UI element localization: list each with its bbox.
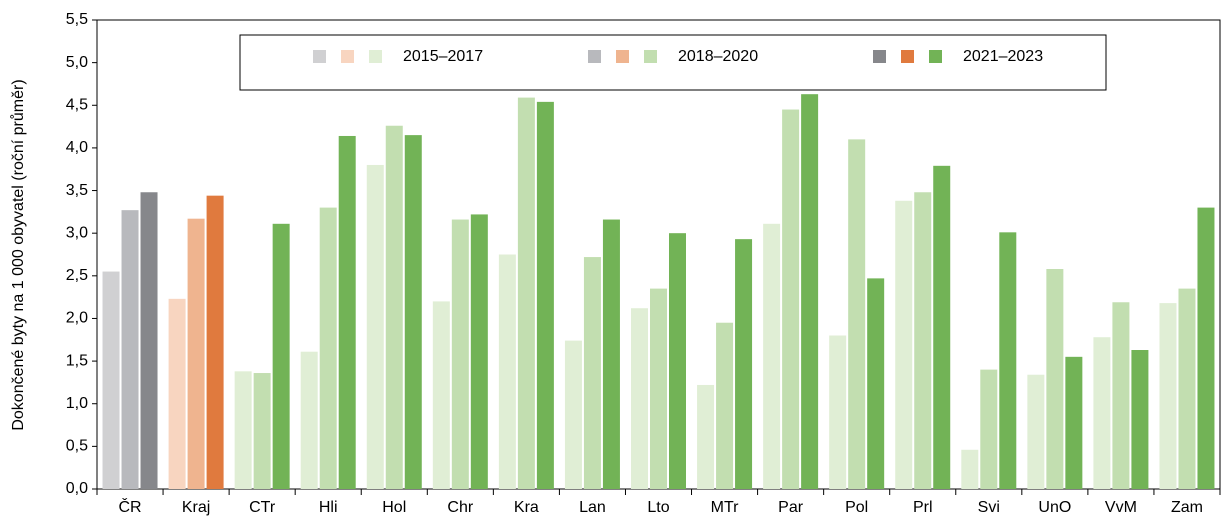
bar [933,165,951,490]
x-tick-label: Kra [514,499,539,516]
bar [602,219,620,489]
legend-swatch [929,50,942,63]
bar [980,369,998,489]
x-tick-label: ČR [118,497,141,516]
y-tick-label: 0,0 [66,480,88,497]
bar [961,449,979,489]
legend-label: 2018–2020 [678,48,758,65]
x-tick-label: Prl [913,499,933,516]
x-tick-label: UnO [1038,499,1071,516]
x-tick-label: Par [778,499,804,516]
bar [631,308,648,489]
bar [319,207,337,489]
legend-label: 2021–2023 [963,48,1043,65]
x-tick-label: Chr [447,499,473,516]
bar [253,373,271,489]
bar [385,125,403,489]
bar [1027,374,1045,489]
bar [234,371,252,489]
bar [1131,350,1149,489]
x-tick-label: CTr [249,499,276,516]
bar [338,135,356,490]
y-tick-label: 2,0 [66,310,88,327]
y-tick-label: 4,0 [66,139,88,156]
bar [1065,356,1083,489]
x-tick-label: Pol [845,499,868,516]
bar [669,233,686,489]
legend-box [239,34,1107,91]
bar [272,223,290,489]
bar [517,97,535,490]
bar [432,301,450,489]
y-tick-label: 3,5 [66,182,88,199]
bar [564,340,582,489]
bar [999,232,1017,489]
x-tick-label: MTr [711,499,740,516]
bar [1178,288,1196,489]
bar [187,218,205,489]
y-tick-label: 5,5 [66,11,88,28]
y-tick-label: 2,5 [66,267,88,284]
x-tick-label: Lto [647,499,669,516]
x-tick-label: Hli [319,499,338,516]
bar [1093,337,1111,489]
x-tick-label: Kraj [182,499,210,516]
bar [1159,303,1177,489]
y-tick-label: 1,5 [66,352,88,369]
legend-swatch [616,50,629,63]
y-tick-label: 0,5 [66,438,88,455]
bar [735,239,753,489]
legend-swatch [588,50,601,63]
bar [1112,302,1130,489]
bar [300,351,318,489]
bar [470,214,488,489]
legend-swatch [313,50,326,63]
x-tick-label: Lan [579,499,606,516]
legend-swatch [341,50,354,63]
bar [829,335,847,489]
bar [404,135,422,490]
y-tick-label: 5,0 [66,54,88,71]
bar [848,139,866,489]
bar [914,192,932,489]
bar [451,219,469,489]
bar [583,257,601,489]
bar [1046,268,1064,489]
bar [716,322,734,489]
bar [536,101,554,489]
bar [1197,207,1215,489]
bar [763,223,781,489]
bar [801,94,819,490]
bar [102,271,120,489]
bar [366,164,384,490]
bar [895,200,913,489]
x-tick-label: VvM [1105,499,1137,516]
legend-label: 2015–2017 [403,48,483,65]
bar [168,298,186,489]
y-axis-title: Dokončené byty na 1 000 obyvatel (roční … [9,79,27,430]
bar [650,288,667,489]
legend-swatch [901,50,914,63]
y-tick-label: 4,5 [66,96,88,113]
legend-swatch [369,50,382,63]
y-tick-label: 3,0 [66,224,88,241]
bar [697,384,715,489]
legend-swatch [873,50,886,63]
bar [498,254,516,489]
bar [782,109,800,489]
x-tick-label: Hol [382,499,406,516]
bar [140,192,158,489]
bar [206,195,224,490]
x-tick-label: Svi [978,499,1000,516]
legend-swatch [644,50,657,63]
bar [121,210,139,489]
bar [867,278,885,489]
y-tick-label: 1,0 [66,395,88,412]
x-tick-label: Zam [1171,499,1203,516]
